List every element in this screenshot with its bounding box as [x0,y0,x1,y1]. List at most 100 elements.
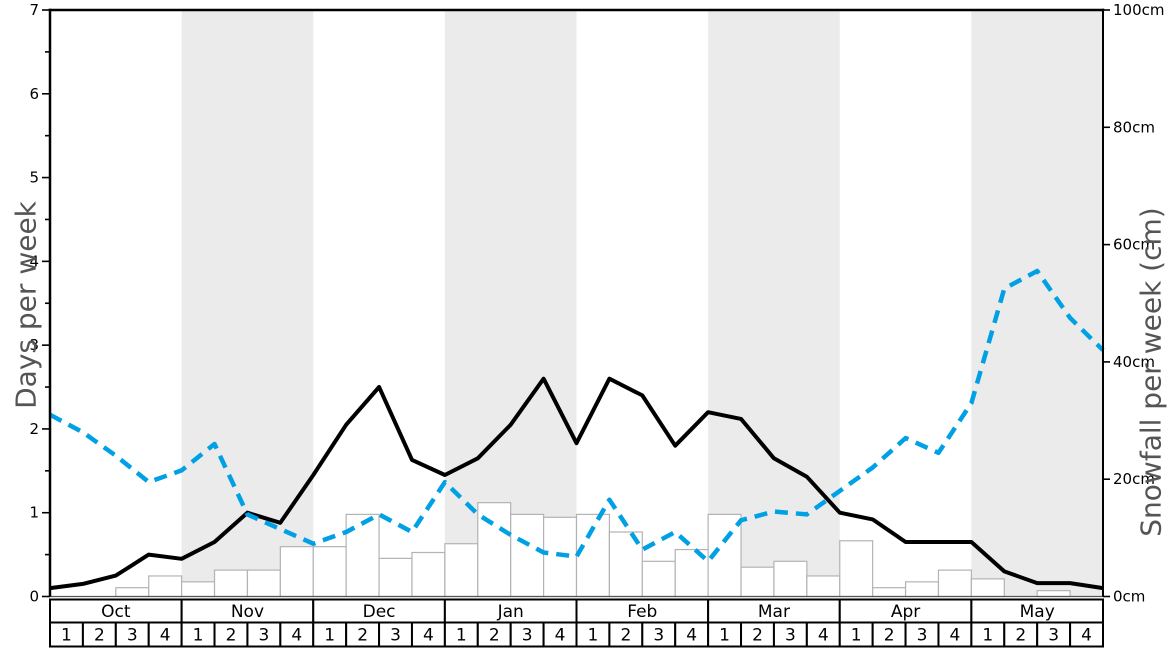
snowfall-bar [937,569,972,598]
right-axis-tick-label: 100cm [1113,1,1165,19]
week-cell [674,621,710,648]
week-number-label: 1 [324,626,335,646]
week-cell [1069,621,1104,648]
month-bands [181,10,1103,597]
right-axis-tick-label: 40cm [1113,353,1155,371]
month-band-may [971,10,1103,597]
week-number-label: 3 [258,626,269,646]
week-number-label: 1 [456,626,467,646]
week-cell [1003,621,1039,648]
month-band-mar [708,10,840,597]
right-axis-tick-label: 0cm [1113,588,1145,606]
month-label: Dec [363,602,396,622]
week-cell [542,621,578,648]
left-axis-tick-label: 1 [29,504,39,522]
week-cell [937,621,973,648]
snowfall-bar [542,516,578,598]
month-band-nov [181,10,314,597]
snowfall-bar [148,575,183,598]
week-cell [114,621,150,648]
month-label: Nov [231,602,264,622]
right-axis-tick-label: 20cm [1113,470,1155,488]
snow-days-per-week-line [49,376,1104,591]
snowfall-bar [904,581,940,598]
week-number-label: 2 [357,626,368,646]
month-label: May [1020,602,1055,622]
week-number-label: 2 [226,626,237,646]
axes: 0 1 2 3 4 5 6 7 0cm 20cm 40cm 60cm 80cm 100cm [29,1,1164,606]
snowfall-bar [970,578,1005,598]
week-cell [641,621,677,648]
week-number-label: 2 [620,626,631,646]
left-axis-tick-label: 6 [29,85,39,103]
snowfall-bar [279,546,314,598]
snowfall-bar [806,575,841,598]
week-cell [180,621,216,648]
right-axis-title: Snowfall per week (cm) [1135,207,1168,536]
week-cell [213,621,249,648]
snowfall-bar [312,546,347,598]
week-number-label: 1 [588,626,599,646]
week-number-label: 3 [522,626,533,646]
month-label: Oct [101,602,131,622]
snowfall-bar [641,560,676,598]
week-number-label: 3 [917,626,928,646]
week-cell [707,621,743,648]
snowfall-bar [839,540,874,598]
snowfall-bar [115,587,150,598]
snowfall-per-week-cm-line [48,268,1105,564]
week-cell [1036,621,1072,648]
snowfall-bar [740,566,775,598]
week-number-label: 1 [851,626,862,646]
week-number-label: 2 [489,626,500,646]
week-number-label: 1 [61,626,72,646]
week-number-label: 4 [423,626,434,646]
week-number-label: 4 [555,626,566,646]
left-axis-tick-label: 2 [29,420,39,438]
snowfall-bar [246,569,281,598]
month-label: Jan [497,602,524,622]
week-number-label: 1 [982,626,993,646]
week-number-label: 2 [752,626,763,646]
snowfall-bar [345,513,380,598]
right-axis-tick-label: 60cm [1113,236,1155,254]
left-axis-tick-label: 7 [29,1,39,19]
week-number-label: 4 [1081,626,1092,646]
right-axis-tick-label: 80cm [1113,118,1155,136]
week-number-label: 3 [653,626,664,646]
week-cell [509,621,545,648]
week-number-label: 2 [1015,626,1026,646]
snowfall-bar [444,543,479,598]
week-number-label: 3 [390,626,401,646]
snowfall-bar [378,557,413,598]
week-cell [904,621,940,648]
snowfall-bar [411,551,446,598]
snowfall-bar [510,513,545,598]
week-cell [772,621,808,648]
month-label: Apr [891,602,920,622]
week-cell [871,621,907,648]
snowfall-bar [213,569,249,598]
left-axis-tick-label: 3 [29,336,39,354]
snowfall-bar [181,581,216,598]
month-label: Mar [758,602,790,622]
left-axis-tick-label: 5 [29,169,39,187]
week-number-label: 4 [291,626,302,646]
week-number-label: 2 [884,626,895,646]
week-number-label: 1 [193,626,204,646]
week-number-label: 4 [686,626,697,646]
week-number-label: 3 [1048,626,1059,646]
week-cell [410,621,446,648]
snowfall-bars [115,502,1071,598]
week-number-label: 1 [719,626,730,646]
week-cell [81,621,117,648]
week-number-label: 4 [950,626,961,646]
snowfall-bar [1036,590,1071,598]
left-axis-title: Days per week [10,200,43,409]
snowfall-bar [773,560,808,598]
week-number-label: 4 [818,626,829,646]
snowfall-bar [872,587,907,598]
week-number-label: 3 [127,626,138,646]
